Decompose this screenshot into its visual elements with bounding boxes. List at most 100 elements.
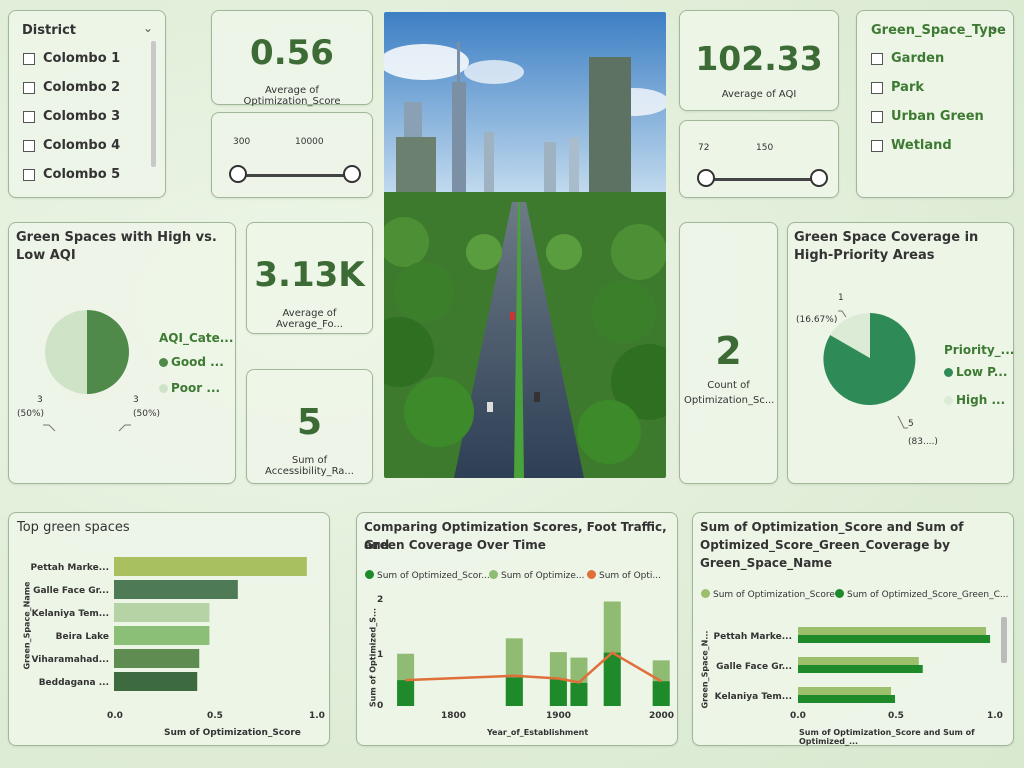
legend-label: Sum of Optimized_Scor... [377, 571, 490, 581]
aqi-pie-chart [43, 310, 131, 432]
slider-max-handle[interactable] [343, 165, 361, 183]
legend-dot [944, 396, 953, 405]
top-green-spaces-card: Top green spaces Green_Space_Name Pettah… [8, 512, 330, 746]
checkbox[interactable] [23, 110, 35, 123]
bar-series-1[interactable] [798, 687, 892, 695]
pie-slice-poor[interactable] [45, 310, 87, 394]
bar-series-1[interactable] [798, 657, 919, 665]
kpi-label: Sum of Accessibility_Ra... [265, 455, 354, 477]
legend-item-2[interactable]: Sum of Opti... [587, 570, 661, 581]
bar[interactable] [114, 672, 198, 691]
legend-label: Sum of Opti... [599, 571, 661, 581]
bar-series-2[interactable] [798, 665, 923, 673]
pie-slice-good[interactable] [87, 310, 129, 394]
bar-series-1[interactable] [652, 681, 670, 706]
slicer-option[interactable]: Park [871, 80, 924, 95]
slicer-option-label: Colombo 2 [43, 80, 121, 95]
legend-label: Sum of Optimize... [501, 571, 585, 581]
x-tick-0: 0.0 [790, 711, 806, 721]
y-tick-1: 1 [377, 650, 384, 660]
bar[interactable] [114, 603, 210, 622]
bar[interactable] [114, 649, 200, 668]
legend-dot [944, 368, 953, 377]
kpi-card-foot-traffic: 3.13K Average of Average_Fo... [246, 222, 373, 334]
bar-series-1[interactable] [505, 677, 523, 706]
pie-slice-low-priority[interactable] [823, 313, 916, 405]
slicer-option[interactable]: Wetland [871, 138, 952, 153]
slider-min-handle[interactable] [697, 169, 715, 187]
bar[interactable] [114, 557, 307, 576]
checkbox[interactable] [23, 139, 35, 152]
kpi-value: 3.13K [254, 255, 365, 295]
checkbox[interactable] [871, 110, 883, 123]
checkbox[interactable] [23, 52, 35, 65]
bar-series-1[interactable] [397, 680, 415, 706]
scrollbar[interactable] [1001, 617, 1007, 663]
legend-item-0[interactable]: Sum of Optimized_Scor... [365, 570, 490, 581]
slicer-option[interactable]: Colombo 3 [23, 109, 120, 124]
pie-label-left-value: 3 [37, 395, 43, 405]
checkbox[interactable] [871, 52, 883, 65]
x-tick-2: 2000 [649, 711, 675, 721]
slicer-option[interactable]: Urban Green [871, 109, 984, 124]
slicer-option[interactable]: Colombo 5 [23, 167, 120, 182]
legend-dot [587, 570, 596, 579]
bar-series-1[interactable] [798, 627, 987, 635]
bar-series-1[interactable] [603, 652, 621, 706]
bar-series-2[interactable] [798, 695, 896, 703]
slicer-option-label: Park [891, 80, 925, 95]
legend-item-1[interactable]: Sum of Optimize... [489, 570, 585, 581]
chevron-down-icon[interactable]: ⌄ [142, 21, 153, 35]
slicer-option[interactable]: Garden [871, 51, 944, 66]
kpi-card-aqi: 102.33 Average of AQI [679, 10, 839, 111]
compare-over-time-card: Comparing Optimization Scores, Foot Traf… [356, 512, 678, 746]
checkbox[interactable] [871, 139, 883, 152]
bar[interactable] [114, 580, 238, 599]
slider-min-label: 300 [233, 137, 251, 147]
legend-item-1[interactable]: Sum of Optimized_Score_Green_C... [835, 589, 1008, 600]
bar-series-2[interactable] [798, 635, 991, 643]
slider-max-label: 10000 [295, 137, 324, 147]
x-axis-title: Sum of Optimization_Score [164, 728, 301, 738]
slider-track [706, 178, 818, 181]
slider-min-label: 72 [698, 143, 710, 153]
legend-title: Priority_... [944, 343, 1015, 357]
checkbox[interactable] [23, 81, 35, 94]
pie-slice-high-priority[interactable] [830, 312, 870, 358]
y-tick-label: Beddagana ... [39, 678, 109, 688]
slicer-option-label: Colombo 1 [43, 51, 121, 66]
checkbox[interactable] [23, 168, 35, 181]
y-tick-2: 2 [377, 595, 384, 605]
pie-label-bottom-percent: (83....) [908, 437, 938, 447]
slider-min-handle[interactable] [229, 165, 247, 183]
checkbox[interactable] [871, 81, 883, 94]
line-series-3[interactable] [405, 651, 662, 684]
slicer-option[interactable]: Colombo 1 [23, 51, 120, 66]
chevron-down-icon[interactable]: ⌄ [988, 20, 999, 34]
kpi-card-optimization-score: 0.56 Average of Optimization_Score [211, 10, 373, 107]
legend-dot [159, 384, 168, 393]
legend-item-0[interactable]: Sum of Optimization_Score [701, 589, 835, 600]
bar-series-1[interactable] [549, 678, 567, 707]
kpi-label-line2: Optimization_Sc... [684, 395, 775, 406]
y-tick-label: Kelaniya Tem... [715, 692, 792, 702]
scrollbar[interactable] [151, 41, 156, 167]
slider-max-handle[interactable] [810, 169, 828, 187]
y-tick-label: Kelaniya Tem... [32, 609, 109, 619]
legend-label: High ... [956, 393, 1006, 407]
legend-item-high-priority[interactable]: High ... [944, 393, 1005, 407]
chart-title-line2: Optimized_Score_Green_Coverage by [700, 538, 950, 552]
y-tick-label: Pettah Marke... [31, 563, 110, 573]
district-slicer: District ⌄ Colombo 1 Colombo 2 Colombo 3 Co… [8, 10, 166, 198]
legend-item-low-priority[interactable]: Low P... [944, 365, 1007, 379]
legend-item-good[interactable]: Good ... [159, 355, 224, 369]
pie-label-top-value: 1 [838, 293, 844, 303]
slicer-option[interactable]: Colombo 4 [23, 138, 120, 153]
bar[interactable] [114, 626, 210, 645]
slicer-option-label: Urban Green [891, 109, 984, 124]
legend-label: Low P... [956, 365, 1008, 379]
legend-dot [159, 358, 168, 367]
bar-series-1[interactable] [570, 682, 588, 706]
slicer-option[interactable]: Colombo 2 [23, 80, 120, 95]
legend-item-poor[interactable]: Poor ... [159, 381, 220, 395]
